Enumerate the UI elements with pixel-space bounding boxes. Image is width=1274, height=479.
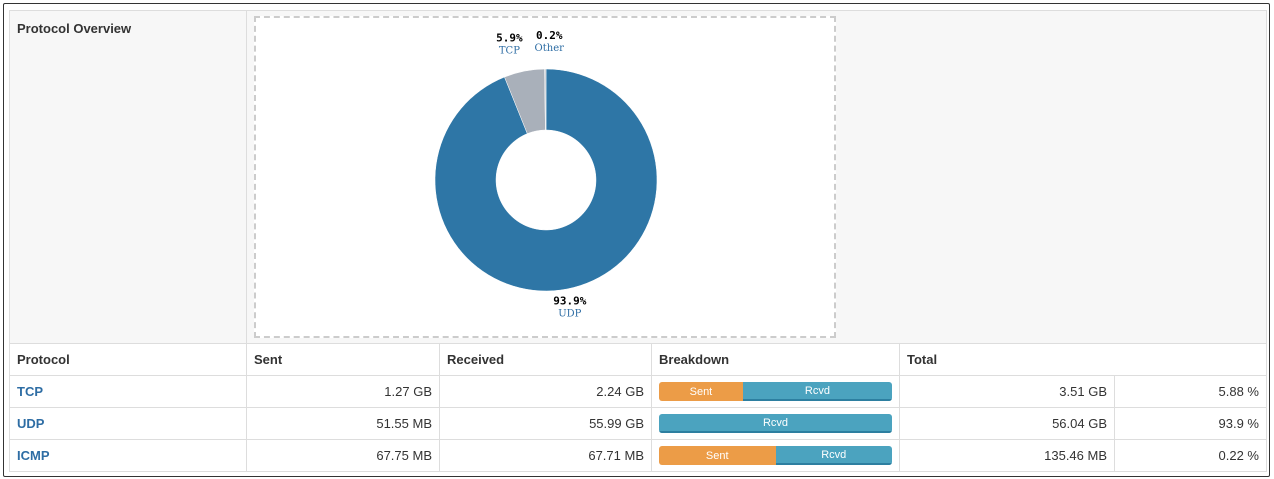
slice-name-label: TCP	[499, 45, 520, 56]
breakdown-cell: Rcvd	[651, 407, 900, 440]
sent-segment: Sent	[659, 382, 743, 401]
total-value: 3.51 GB	[899, 375, 1115, 408]
slice-percent-label: 5.9%	[496, 31, 523, 44]
breakdown-cell: Sent Rcvd	[651, 375, 900, 408]
protocol-link[interactable]: UDP	[17, 416, 45, 431]
protocol-link[interactable]: TCP	[17, 384, 43, 399]
sent-value: 67.75 MB	[246, 439, 440, 472]
breakdown-bar: Sent Rcvd	[659, 382, 892, 401]
rcvd-segment: Rcvd	[659, 414, 892, 433]
header-sent[interactable]: Sent	[246, 343, 440, 376]
received-value: 67.71 MB	[439, 439, 652, 472]
protocol-link[interactable]: ICMP	[17, 448, 50, 463]
table-row: TCP 1.27 GB 2.24 GB Sent Rcvd 3.51 GB 5.…	[9, 375, 1267, 408]
received-value: 2.24 GB	[439, 375, 652, 408]
table-row: UDP 51.55 MB 55.99 GB Rcvd 56.04 GB 93.9…	[9, 407, 1267, 440]
header-total[interactable]: Total	[899, 343, 1267, 376]
sent-segment: Sent	[659, 446, 776, 465]
slice-percent-label: 93.9%	[553, 295, 586, 308]
percent-value: 0.22 %	[1114, 439, 1267, 472]
slice-udp[interactable]	[434, 68, 658, 292]
slice-name-label: UDP	[558, 309, 581, 320]
percent-value: 5.88 %	[1114, 375, 1267, 408]
table-row: ICMP 67.75 MB 67.71 MB Sent Rcvd 135.46 …	[9, 439, 1267, 472]
panel-title: Protocol Overview	[9, 10, 247, 344]
sent-value: 51.55 MB	[246, 407, 440, 440]
slice-other[interactable]	[544, 68, 547, 131]
table-header: Protocol Sent Received Breakdown Total	[9, 343, 1267, 376]
protocol-donut-chart: 93.9% UDP 5.9% TCP 0.2% Other	[254, 16, 836, 338]
protocol-table: Protocol Overview 93.9% UDP 5.9% TCP 0.2% Oth…	[9, 10, 1267, 472]
slice-name-label: Other	[535, 43, 565, 54]
protocol-panel: Protocol Overview 93.9% UDP 5.9% TCP 0.2% Oth…	[3, 3, 1270, 477]
breakdown-bar: Rcvd	[659, 414, 892, 433]
header-protocol[interactable]: Protocol	[9, 343, 247, 376]
received-value: 55.99 GB	[439, 407, 652, 440]
rcvd-segment: Rcvd	[742, 382, 892, 401]
breakdown-bar: Sent Rcvd	[659, 446, 892, 465]
slice-percent-label: 0.2%	[536, 29, 563, 42]
donut-svg: 93.9%UDP 5.9%TCP 0.2%Other	[434, 29, 658, 320]
percent-value: 93.9 %	[1114, 407, 1267, 440]
header-received[interactable]: Received	[439, 343, 652, 376]
rcvd-segment: Rcvd	[775, 446, 892, 465]
header-breakdown: Breakdown	[651, 343, 900, 376]
total-value: 56.04 GB	[899, 407, 1115, 440]
breakdown-cell: Sent Rcvd	[651, 439, 900, 472]
sent-value: 1.27 GB	[246, 375, 440, 408]
total-value: 135.46 MB	[899, 439, 1115, 472]
